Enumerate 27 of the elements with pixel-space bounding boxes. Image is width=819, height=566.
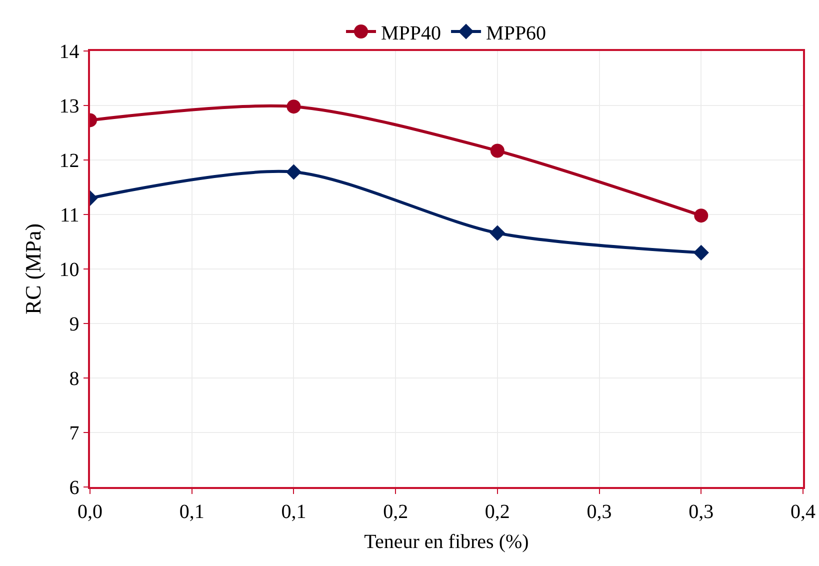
y-tick-label: 6 [69, 477, 80, 499]
point [286, 100, 301, 114]
x-tick-label: 0,1 [281, 500, 306, 523]
y-tick-label: 14 [59, 41, 80, 63]
x-tick-label: 0,4 [790, 500, 816, 523]
y-axis-title: RC (MPa) [20, 223, 46, 315]
legend-label: MPP40 [381, 22, 442, 44]
point [694, 208, 708, 223]
y-tick-label: 8 [69, 368, 80, 390]
x-tick-label: 0,2 [383, 500, 408, 523]
x-tick-label: 0,3 [688, 500, 714, 523]
x-tick-label: 0,0 [78, 500, 102, 523]
x-tick-label: 0,1 [179, 500, 204, 523]
y-tick-label: 12 [59, 150, 80, 172]
x-tick-label: 0,2 [484, 500, 510, 523]
point [490, 144, 504, 158]
y-tick-label: 7 [69, 422, 80, 444]
point [286, 164, 302, 180]
legend-label: MPP60 [486, 22, 546, 44]
point [490, 225, 506, 241]
y-tick-label: 9 [69, 314, 80, 336]
point [693, 244, 709, 260]
y-tick-label: 11 [60, 204, 80, 226]
y-tick-label: 13 [59, 96, 80, 118]
x-tick-label: 0,3 [586, 500, 612, 523]
y-tick-label: 10 [59, 259, 80, 281]
x-axis-title: Teneur en fibres (%) [364, 530, 529, 553]
